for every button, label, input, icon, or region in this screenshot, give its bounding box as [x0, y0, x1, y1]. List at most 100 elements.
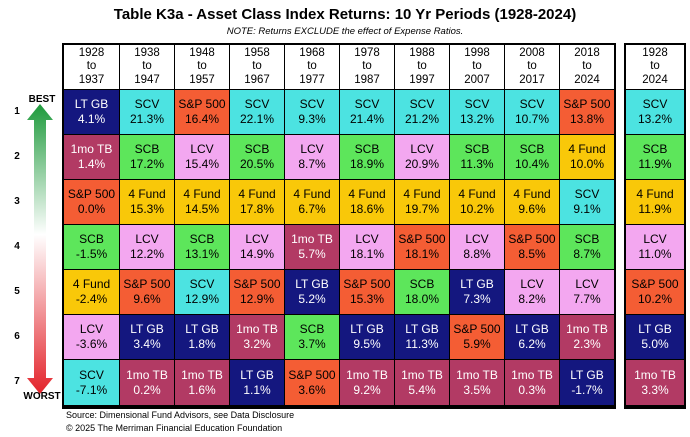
- data-cell: LCV 11.0%: [626, 225, 684, 269]
- asset-label: SCV: [134, 97, 160, 111]
- data-cell: LCV 8.8%: [450, 225, 504, 269]
- return-value: 18.0%: [404, 292, 440, 306]
- asset-label: LCV: [410, 142, 434, 156]
- period-header: 1938 to 1947: [120, 45, 174, 89]
- return-value: 10.0%: [569, 157, 605, 171]
- asset-label: 4 Fund: [128, 187, 166, 201]
- rank-number: 3: [14, 196, 20, 207]
- return-value: 21.4%: [349, 112, 385, 126]
- rank-number: 2: [14, 151, 20, 162]
- return-value: 13.2%: [637, 112, 673, 126]
- return-value: 10.2%: [637, 292, 673, 306]
- asset-label: S&P 500: [123, 277, 171, 291]
- period-start: 1958: [244, 46, 270, 59]
- asset-label: SCB: [464, 142, 490, 156]
- period-header: 1968 to 1977: [285, 45, 339, 89]
- period-start: 1998: [464, 46, 490, 59]
- data-cell: S&P 500 3.6%: [285, 360, 339, 405]
- data-cell: SCV 21.2%: [395, 90, 449, 134]
- data-cell: LT GB 9.5%: [340, 315, 394, 359]
- data-cell: 1mo TB 2.3%: [560, 315, 614, 359]
- return-value: 18.6%: [349, 202, 385, 216]
- return-value: 18.1%: [349, 247, 385, 261]
- data-cell: SCB 18.9%: [340, 135, 394, 179]
- rank-number: 4: [14, 241, 20, 252]
- period-to: to: [252, 60, 262, 73]
- asset-label: 1mo TB: [456, 367, 498, 382]
- return-value: 3.6%: [298, 382, 326, 397]
- asset-label: 1mo TB: [70, 142, 113, 156]
- asset-label: SCV: [354, 97, 380, 111]
- asset-label: 4 Fund: [568, 142, 606, 156]
- worst-label: WORST: [23, 391, 61, 402]
- data-cell: 4 Fund 6.7%: [285, 180, 339, 224]
- period-start: 1978: [354, 46, 380, 59]
- asset-label: S&P 500: [563, 97, 611, 111]
- return-value: 7.3%: [463, 292, 491, 306]
- data-cell: LCV 14.9%: [230, 225, 284, 269]
- asset-label: 1mo TB: [181, 367, 223, 382]
- asset-label: 4 Fund: [403, 187, 441, 201]
- return-value: 4.1%: [77, 112, 106, 126]
- asset-label: SCV: [244, 97, 270, 111]
- data-cell: SCV 12.9%: [175, 270, 229, 314]
- period-to: to: [472, 60, 482, 73]
- data-cell: SCV 9.1%: [560, 180, 614, 224]
- return-value: 10.2%: [459, 202, 495, 216]
- period-header: 2018 to 2024: [560, 45, 614, 89]
- asset-label: 4 Fund: [238, 187, 276, 201]
- period-header: 2008 to 2017: [505, 45, 559, 89]
- return-value: 1.1%: [243, 382, 271, 397]
- total-period-header: 1928 to 2024: [626, 45, 684, 89]
- return-value: -3.6%: [75, 337, 108, 351]
- data-cell: 1mo TB 0.2%: [120, 360, 174, 405]
- data-cell: 4 Fund 19.7%: [395, 180, 449, 224]
- data-cell: 1mo TB 9.2%: [340, 360, 394, 405]
- period-end: 2017: [519, 73, 545, 86]
- asset-label: LCV: [245, 232, 269, 246]
- return-value: 0.3%: [518, 382, 546, 397]
- return-value: 21.2%: [404, 112, 440, 126]
- period-to: to: [527, 60, 537, 73]
- return-value: 8.5%: [518, 247, 546, 261]
- data-cell: 1mo TB 1.6%: [175, 360, 229, 405]
- period-end: 1937: [78, 73, 105, 86]
- asset-label: LT GB: [240, 367, 274, 382]
- data-cell: LT GB 6.2%: [505, 315, 559, 359]
- asset-label: SCV: [409, 97, 435, 111]
- asset-label: LCV: [355, 232, 379, 246]
- return-value: 1.6%: [188, 382, 216, 397]
- asset-label: 4 Fund: [636, 187, 674, 201]
- period-end: 2007: [464, 73, 490, 86]
- data-cell: SCB 20.5%: [230, 135, 284, 179]
- data-cell: SCV -7.1%: [64, 360, 119, 405]
- asset-label: LT GB: [460, 277, 494, 291]
- asset-label: LT GB: [570, 367, 604, 382]
- rank-number: 6: [14, 331, 20, 342]
- asset-label: SCB: [79, 232, 104, 246]
- full-period-column: 1928 to 2024 SCV 13.2% SCB 11.9% 4 Fund 11.9% LCV…: [624, 43, 686, 409]
- return-value: -7.1%: [75, 382, 108, 397]
- data-cell: SCV 21.4%: [340, 90, 394, 134]
- asset-label: LT GB: [130, 322, 164, 336]
- period-start: 2018: [574, 46, 600, 59]
- return-value: 18.1%: [404, 247, 440, 261]
- asset-label: LCV: [643, 232, 667, 246]
- period-end: 1947: [134, 73, 160, 86]
- period-end: 1977: [299, 73, 325, 86]
- return-value: 8.8%: [463, 247, 491, 261]
- asset-label: SCB: [299, 322, 325, 336]
- return-value: 15.3%: [129, 202, 165, 216]
- data-cell: LT GB 3.4%: [120, 315, 174, 359]
- rank-number: 7: [14, 376, 20, 387]
- data-cell: S&P 500 5.9%: [450, 315, 504, 359]
- asset-label: 4 Fund: [458, 187, 496, 201]
- return-value: 2.3%: [573, 337, 601, 351]
- period-start: 2008: [519, 46, 545, 59]
- return-value: 9.2%: [353, 382, 381, 397]
- data-cell: 1mo TB 1.4%: [64, 135, 119, 179]
- data-cell: SCV 13.2%: [450, 90, 504, 134]
- period-start: 1988: [409, 46, 435, 59]
- return-value: 9.1%: [573, 202, 601, 216]
- asset-label: 1mo TB: [511, 367, 553, 382]
